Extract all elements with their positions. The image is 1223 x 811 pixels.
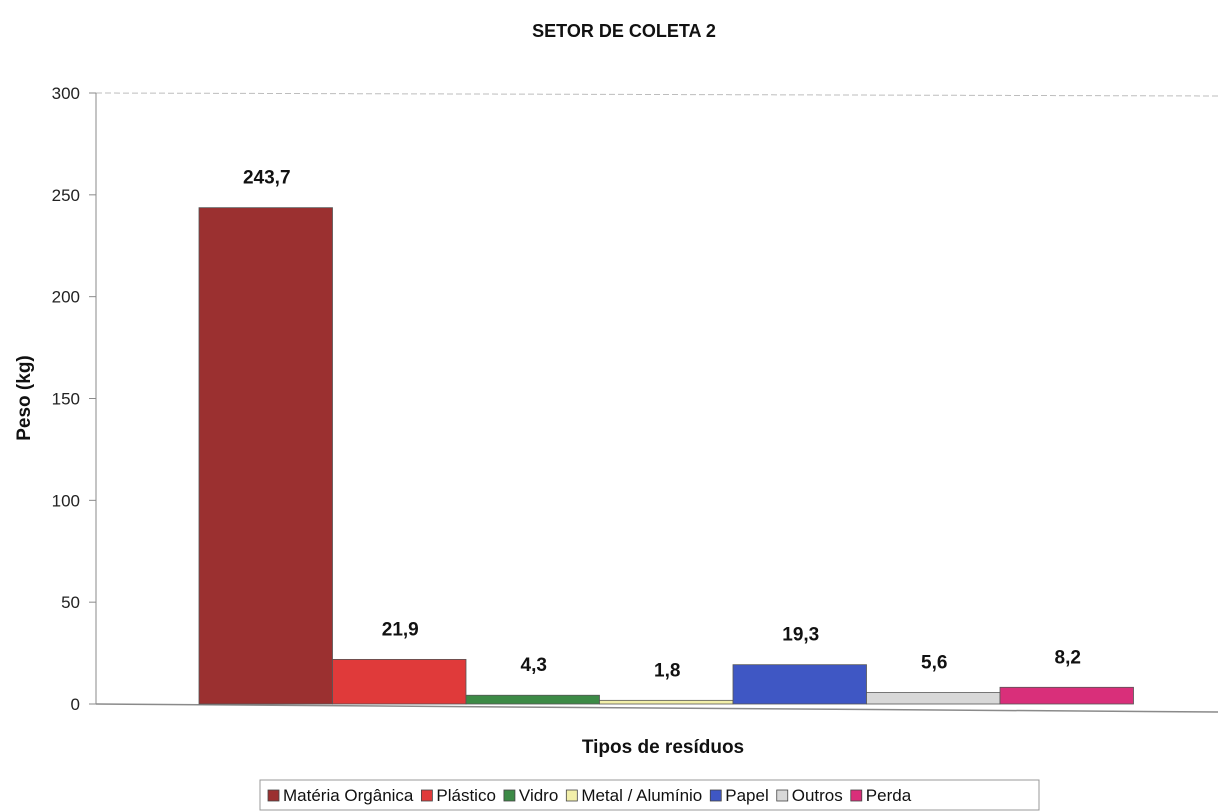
legend-label: Matéria Orgânica: [283, 786, 414, 805]
legend-label: Outros: [792, 786, 843, 805]
legend-label: Papel: [725, 786, 768, 805]
legend-swatch: [565, 789, 578, 802]
bar: [198, 207, 333, 705]
legend-box: [259, 779, 1040, 811]
x-axis-line: [95, 703, 1219, 713]
legend-label: Perda: [866, 786, 912, 805]
legend-label: Plástico: [436, 786, 496, 805]
y-tick-label: 0: [71, 695, 80, 714]
legend-swatch: [503, 789, 516, 802]
y-tick-label: 250: [52, 186, 80, 205]
x-axis-label: Tipos de resíduos: [582, 737, 744, 758]
data-label: 21,9: [382, 619, 419, 640]
legend: Matéria Orgânica Plástico Vidro Metal / Alu…: [259, 779, 1040, 811]
legend-swatch: [267, 789, 280, 802]
bar: [465, 694, 600, 705]
data-label: 243,7: [243, 168, 291, 189]
bar: [999, 686, 1134, 705]
bar: [599, 699, 734, 705]
bar: [866, 692, 1001, 705]
data-label: 19,3: [782, 625, 819, 646]
legend-swatch: [850, 789, 863, 802]
bar: [332, 658, 467, 705]
bar: [732, 664, 867, 705]
y-tick-label: 100: [52, 491, 80, 510]
y-tick-label: 50: [61, 593, 80, 612]
legend-label: Vidro: [519, 786, 558, 805]
legend-items: Matéria Orgânica Plástico Vidro Metal / Alu…: [267, 786, 912, 805]
y-tick-label: 150: [52, 390, 80, 409]
top-plot-border: [95, 92, 1219, 97]
y-tick-label: 200: [52, 288, 80, 307]
data-labels-group: 243,7 21,9 4,3 1,8 19,3 5,6 8,2: [243, 168, 1081, 682]
data-label: 5,6: [921, 653, 947, 674]
data-label: 4,3: [521, 655, 547, 676]
data-label: 1,8: [654, 660, 680, 681]
chart-title: SETOR DE COLETA 2: [532, 21, 716, 41]
legend-swatch: [420, 789, 433, 802]
legend-swatch: [776, 789, 789, 802]
y-axis-ticks: 0 50 100 150 200 250 300: [52, 84, 96, 714]
legend-label: Metal / Alumínio: [581, 786, 702, 805]
y-axis-label: Peso (kg): [14, 355, 35, 441]
y-tick-label: 300: [52, 84, 80, 103]
legend-swatch: [709, 789, 722, 802]
bars-group: [198, 207, 1134, 705]
data-label: 8,2: [1055, 647, 1081, 668]
